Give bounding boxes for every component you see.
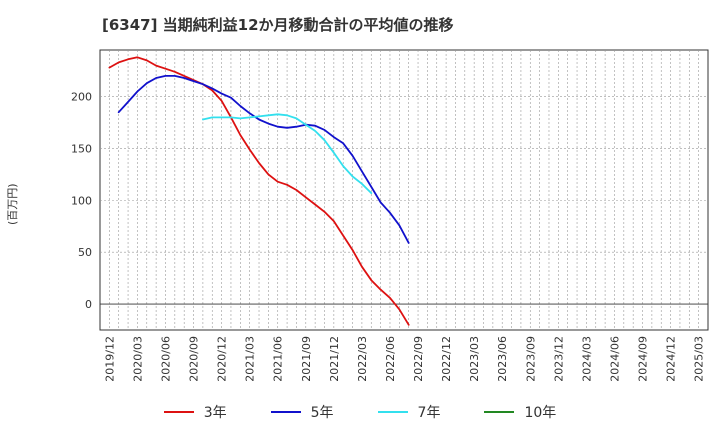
series-line-5年 <box>117 75 410 244</box>
y-tick-label: 0 <box>85 298 92 311</box>
legend-swatch <box>163 411 194 413</box>
legend-swatch <box>484 411 515 413</box>
series-line-3年 <box>108 56 410 326</box>
chart-title: [6347] 当期純利益12か月移動合計の平均値の推移 <box>102 16 454 34</box>
legend-item: 5年 <box>270 402 334 422</box>
x-tick-label: 2023/12 <box>552 336 565 382</box>
x-tick-label: 2020/09 <box>188 336 201 382</box>
x-tick-label: 2020/06 <box>159 336 172 382</box>
y-tick-label: 200 <box>71 91 92 104</box>
y-tick-label: 50 <box>78 246 92 259</box>
legend-item: 3年 <box>163 402 227 422</box>
x-tick-label: 2024/06 <box>608 336 621 382</box>
chart-legend: 3年 5年 7年 10年 <box>0 402 720 422</box>
legend-item: 7年 <box>377 402 441 422</box>
plot-frame <box>99 49 709 331</box>
legend-item: 10年 <box>484 402 556 422</box>
series-line-7年 <box>201 113 373 195</box>
line-chart: 0 50 100 150 200 2019/12 2020/03 2020/06 2020/09… <box>71 49 709 382</box>
x-tick-label: 2022/09 <box>412 336 425 382</box>
x-tick-label: 2021/09 <box>300 336 313 382</box>
x-tick-label: 2020/03 <box>131 336 144 382</box>
x-tick-label: 2025/03 <box>693 336 706 382</box>
y-tick-label: 150 <box>71 143 92 156</box>
x-tick-label: 2023/06 <box>496 336 509 382</box>
x-tick-label: 2019/12 <box>103 336 116 382</box>
x-tick-label: 2022/03 <box>356 336 369 382</box>
x-tick-label: 2020/12 <box>216 336 229 382</box>
x-tick-label: 2022/06 <box>384 336 397 382</box>
legend-swatch <box>377 411 408 413</box>
y-tick-label: 100 <box>71 194 92 207</box>
x-tick-label: 2021/12 <box>328 336 341 382</box>
x-tick-label: 2024/09 <box>637 336 650 382</box>
legend-label: 3年 <box>203 405 227 421</box>
x-tick-label: 2024/03 <box>580 336 593 382</box>
x-tick-label: 2024/12 <box>665 336 678 382</box>
legend-label: 7年 <box>417 405 441 421</box>
x-tick-label: 2021/06 <box>272 336 285 382</box>
x-tick-label: 2023/03 <box>468 336 481 382</box>
x-tick-label: 2021/03 <box>244 336 257 382</box>
legend-swatch <box>270 411 301 413</box>
legend-label: 10年 <box>524 405 557 421</box>
x-tick-label: 2022/12 <box>440 336 453 382</box>
x-tick-label: 2023/09 <box>524 336 537 382</box>
legend-label: 5年 <box>310 405 334 421</box>
